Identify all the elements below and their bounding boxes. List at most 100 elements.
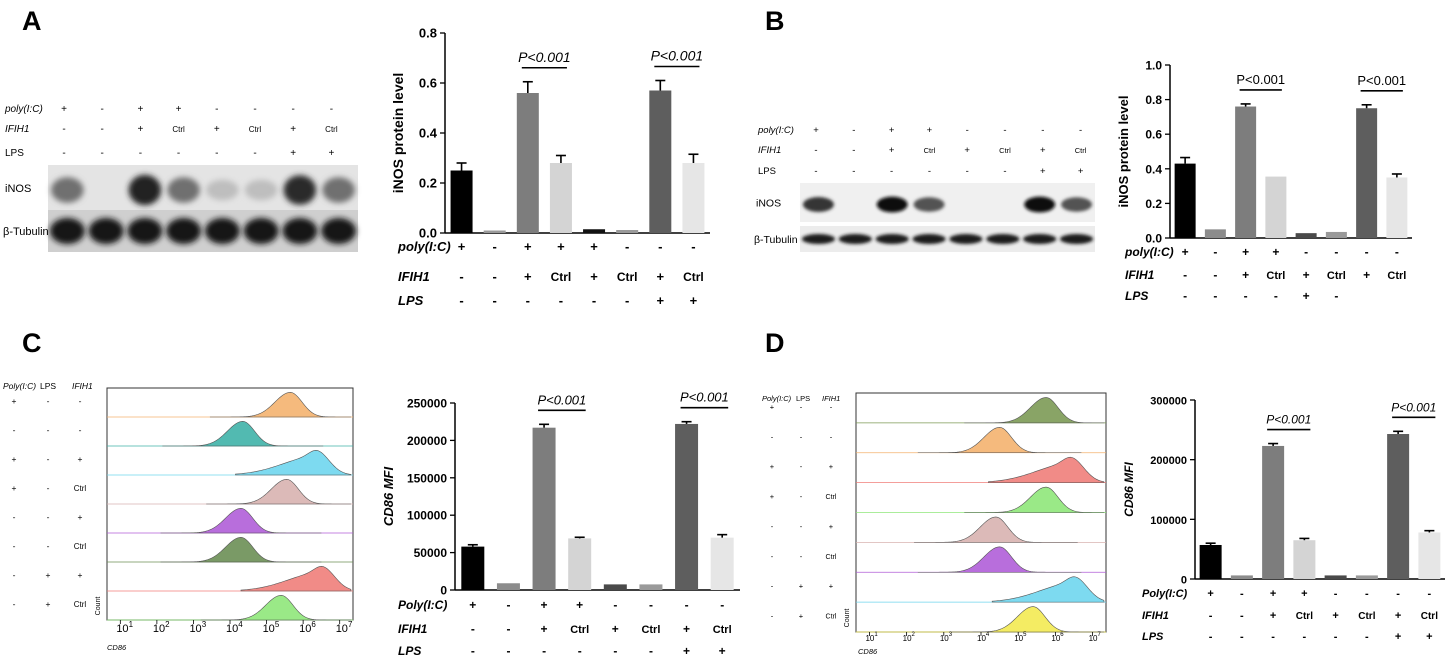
blot-a-tubulin-band	[204, 218, 240, 244]
flow-d-condition-value: +	[770, 462, 775, 471]
flow-d-condition-value: Ctrl	[826, 554, 837, 561]
blot-b-inos-band	[913, 197, 945, 212]
chart-b-condition-label: poly(I:C)	[1124, 245, 1174, 259]
chart-c-condition-value: -	[720, 598, 724, 612]
flow-d-condition-value: -	[771, 432, 774, 441]
chart-d-condition-value: -	[1365, 631, 1369, 643]
chart-d-bar	[1355, 575, 1378, 579]
chart-b-condition-label: LPS	[1125, 289, 1148, 303]
flow-c-condition-value: -	[47, 541, 50, 551]
chart-a-condition-value: Ctrl	[617, 270, 638, 284]
chart-c-condition-value: +	[576, 598, 583, 612]
panel-letter-d: D	[765, 328, 785, 358]
flow-c-condition-value: +	[78, 454, 83, 464]
chart-c-condition-value: Ctrl	[570, 624, 589, 636]
chart-c-condition-value: +	[541, 622, 548, 636]
blot-b-row-label: LPS	[758, 166, 776, 177]
chart-a-y-axis-label: iNOS protein level	[390, 73, 406, 194]
blot-b-condition-value: -	[814, 145, 817, 156]
chart-a-condition-value: Ctrl	[551, 270, 572, 284]
chart-c-condition-label: IFIH1	[398, 622, 428, 636]
flow-d-histogram-peak	[917, 546, 1082, 573]
chart-b-y-tick-label: 0.4	[1145, 162, 1162, 176]
chart-a-bar	[549, 163, 572, 233]
chart-a-p-value-label: P<0.001	[651, 48, 704, 64]
bar-chart-a: 0.0 0.2 0.4 0.6 0.8 iNOS protein level P<0.001…	[390, 26, 710, 308]
flow-c-x-tick-exponent: 4	[238, 620, 243, 629]
chart-c-condition-value: -	[471, 644, 475, 658]
flow-c-header: Poly(I:C)	[3, 381, 36, 391]
bar-chart-c: 0 50000 100000 150000 200000 250000 CD86 MFI P<…	[381, 390, 740, 658]
chart-d-condition-value: -	[1396, 588, 1400, 600]
chart-b-bar	[1325, 231, 1347, 238]
flow-d-x-axis-label: CD86	[858, 647, 878, 656]
chart-c-condition-value: -	[649, 644, 653, 658]
flow-c-histogram-peak	[240, 566, 352, 592]
chart-b-condition-value: +	[1182, 245, 1189, 259]
chart-c-condition-value: +	[683, 644, 690, 658]
chart-a-bar	[649, 90, 672, 233]
chart-b-condition-value: +	[1363, 268, 1370, 282]
blot-a-condition-value: -	[330, 104, 333, 115]
flow-c-condition-value: +	[78, 570, 83, 580]
chart-b-condition-value: +	[1242, 245, 1249, 259]
western-blot-b: poly(I:C) + - + + - - - - IFIH1 - - + Ctrl + Ctrl + Ctrl L…	[754, 125, 1095, 252]
panel-letter-c: C	[22, 328, 42, 358]
chart-d-bar	[1293, 540, 1316, 579]
flow-c-condition-value: +	[46, 599, 51, 609]
bar-chart-b: 0.0 0.2 0.4 0.6 0.8 1.0 iNOS protein level P<0.…	[1116, 59, 1412, 303]
chart-b-condition-value: Ctrl	[1387, 270, 1406, 282]
flow-c-condition-value: -	[47, 512, 50, 522]
flow-d-condition-value: -	[771, 612, 774, 621]
chart-a-condition-value: +	[590, 269, 598, 284]
chart-c-bar	[639, 584, 663, 590]
flow-d-condition-value: -	[771, 582, 774, 591]
blot-a-tubulin-band	[282, 218, 318, 244]
chart-d-condition-value: Ctrl	[1421, 611, 1438, 622]
chart-a-p-value-label: P<0.001	[518, 49, 571, 65]
chart-a-condition-value: Ctrl	[683, 270, 704, 284]
flow-c-condition-value: +	[12, 483, 17, 493]
flow-c-x-tick-label: 105	[263, 620, 280, 635]
chart-a-condition-value: +	[657, 293, 665, 308]
blot-a-condition-value: -	[177, 148, 180, 159]
chart-d-bar	[1199, 544, 1222, 579]
flow-c-condition-value: -	[47, 454, 50, 464]
chart-b-condition-value: -	[1213, 245, 1217, 259]
chart-a-condition-value: -	[625, 239, 629, 254]
blot-b-condition-value: Ctrl	[924, 146, 936, 155]
flow-c-histogram-peak	[200, 595, 351, 621]
chart-d-y-tick-label: 300000	[1150, 396, 1187, 408]
blot-a-condition-value: +	[290, 124, 296, 135]
blot-b-inos-band	[1061, 197, 1093, 212]
blot-b-condition-value: -	[966, 166, 969, 177]
flow-d-condition-value: +	[799, 582, 804, 591]
chart-b-bar	[1295, 233, 1317, 238]
flow-d-condition-value: +	[829, 522, 834, 531]
chart-d-p-value-label: P<0.001	[1266, 413, 1311, 427]
chart-c-y-tick-label: 100000	[407, 509, 447, 523]
chart-c-y-tick-label: 0	[440, 584, 447, 598]
flow-c-condition-value: +	[12, 396, 17, 406]
blot-a-condition-value: +	[137, 104, 143, 115]
blot-a-condition-value: -	[62, 124, 65, 135]
blot-b-tubulin-band	[912, 234, 946, 244]
flow-d-condition-value: +	[799, 612, 804, 621]
chart-b-condition-value: +	[1272, 245, 1279, 259]
chart-b-bar	[1265, 176, 1287, 238]
chart-b-condition-value: -	[1395, 245, 1399, 259]
chart-d-condition-value: -	[1240, 631, 1244, 643]
chart-a-condition-value: +	[524, 239, 532, 254]
chart-a-condition-value: -	[592, 293, 596, 308]
chart-a-condition-value: -	[691, 239, 695, 254]
flow-d-x-tick-exponent: 4	[986, 632, 990, 638]
chart-b-condition-value: -	[1183, 289, 1187, 303]
blot-b-condition-value: +	[889, 145, 895, 156]
blot-a-band-label-tubulin: β-Tubulin	[3, 226, 49, 238]
blot-a-condition-value: +	[176, 104, 182, 115]
blot-b-condition-value: Ctrl	[999, 146, 1011, 155]
chart-a-bar	[682, 163, 705, 233]
flow-c-condition-value: Ctrl	[74, 484, 87, 493]
chart-c-condition-label: Poly(I:C)	[398, 598, 447, 612]
chart-b-condition-value: Ctrl	[1266, 270, 1285, 282]
